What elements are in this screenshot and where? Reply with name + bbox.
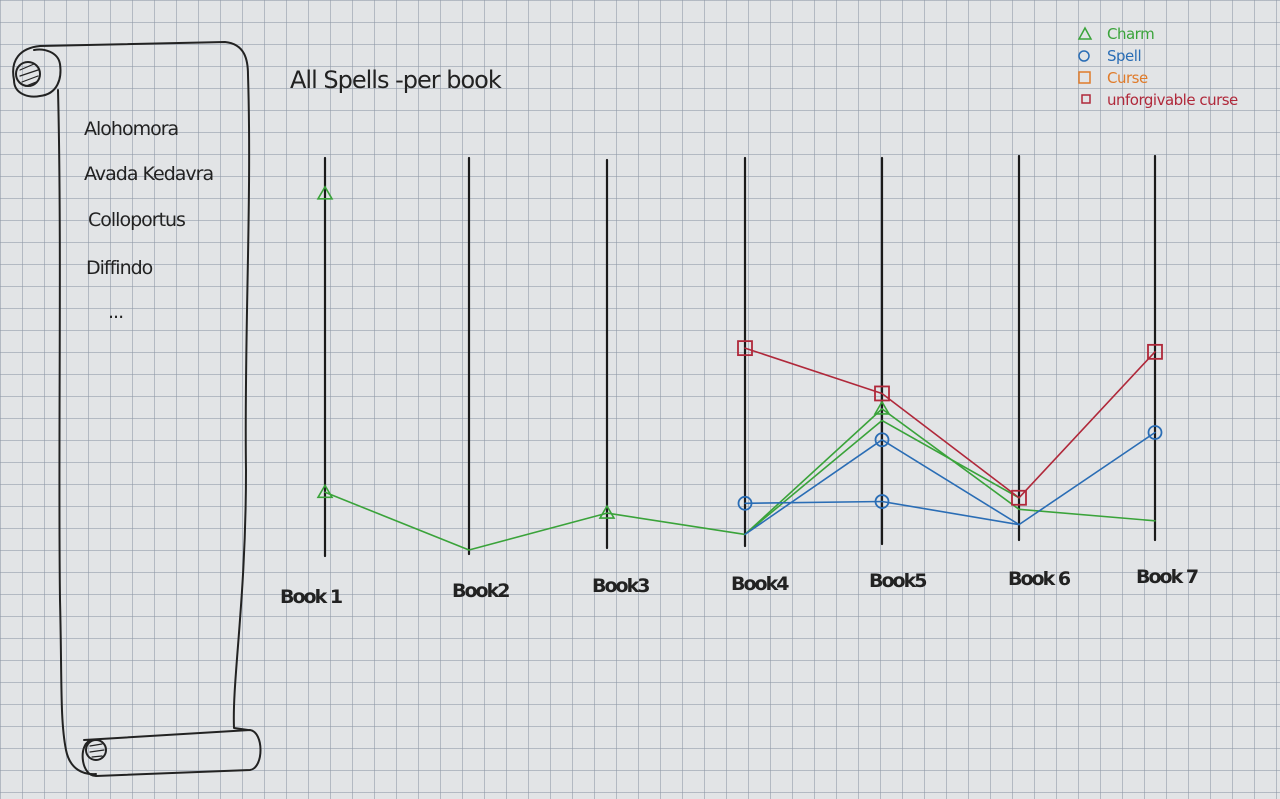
series-line xyxy=(324,408,1156,551)
series-spell xyxy=(737,425,1163,536)
scroll-list-item: Diffindo xyxy=(86,257,153,279)
legend-item: Spell xyxy=(1078,47,1142,65)
series-line xyxy=(744,347,1156,499)
legend-label: unforgivable curse xyxy=(1107,91,1238,109)
axis-label: Book 6 xyxy=(1008,568,1071,590)
axis-label: Book3 xyxy=(592,575,649,597)
axis-label: Book4 xyxy=(731,573,789,595)
series-marker xyxy=(1147,425,1163,440)
series-marker xyxy=(1011,489,1027,506)
legend-square-icon xyxy=(1078,71,1091,84)
legend-triangle-icon xyxy=(1077,26,1093,40)
scroll-list-item: ... xyxy=(108,301,123,323)
legend-circle-icon xyxy=(1078,50,1090,62)
scroll-bottom-roll xyxy=(81,729,262,777)
series-marker xyxy=(316,185,334,200)
series-marker xyxy=(737,340,753,357)
axis-label: Book 1 xyxy=(280,586,342,608)
series-marker xyxy=(1147,343,1163,360)
scroll-list-item: Alohomora xyxy=(84,118,178,140)
series-line xyxy=(744,431,1156,536)
series-marker xyxy=(737,495,753,511)
series-marker xyxy=(874,494,890,509)
series-unforgivable-curse xyxy=(737,340,1163,506)
scroll-bottom-hatch xyxy=(89,743,105,758)
axis-label: Book2 xyxy=(452,580,509,602)
chart-title: All Spells -per book xyxy=(290,66,502,94)
scroll-spell-list: Alohomora Avada Kedavra Colloportus Diff… xyxy=(84,118,214,323)
series-marker xyxy=(874,432,890,448)
series-charm xyxy=(316,185,1156,551)
scroll-top-roll xyxy=(13,48,62,98)
legend-item: Charm xyxy=(1077,25,1155,43)
scroll-bottom-curl xyxy=(85,739,107,761)
series-layer xyxy=(316,185,1163,551)
legend: Charm Spell Curse unforgivable curse xyxy=(1077,25,1239,109)
series-marker xyxy=(316,483,334,499)
series-marker xyxy=(873,400,891,415)
legend-item: unforgivable curse xyxy=(1081,91,1239,109)
scroll-list-item: Colloportus xyxy=(88,209,185,231)
series-line xyxy=(744,419,1020,536)
scroll-top-curl xyxy=(15,61,41,87)
axis-label: Book 7 xyxy=(1136,566,1198,588)
legend-label: Charm xyxy=(1107,25,1154,43)
legend-square-icon xyxy=(1081,94,1091,104)
legend-label: Spell xyxy=(1107,47,1141,65)
series-marker xyxy=(874,385,890,402)
legend-label: Curse xyxy=(1107,69,1148,87)
axis-label: Book5 xyxy=(869,570,926,592)
scroll-drawing xyxy=(12,41,262,777)
legend-item: Curse xyxy=(1078,69,1148,87)
scroll-top-hatch xyxy=(19,63,39,87)
axis-labels: Book 1 Book2 Book3 Book4 Book5 Book 6 Book 7 xyxy=(280,566,1200,608)
scroll-outline xyxy=(12,41,251,731)
scroll-list-item: Avada Kedavra xyxy=(84,163,213,185)
scroll-left-edge xyxy=(57,89,97,776)
parallel-axes xyxy=(323,154,1157,558)
series-marker xyxy=(598,504,616,519)
